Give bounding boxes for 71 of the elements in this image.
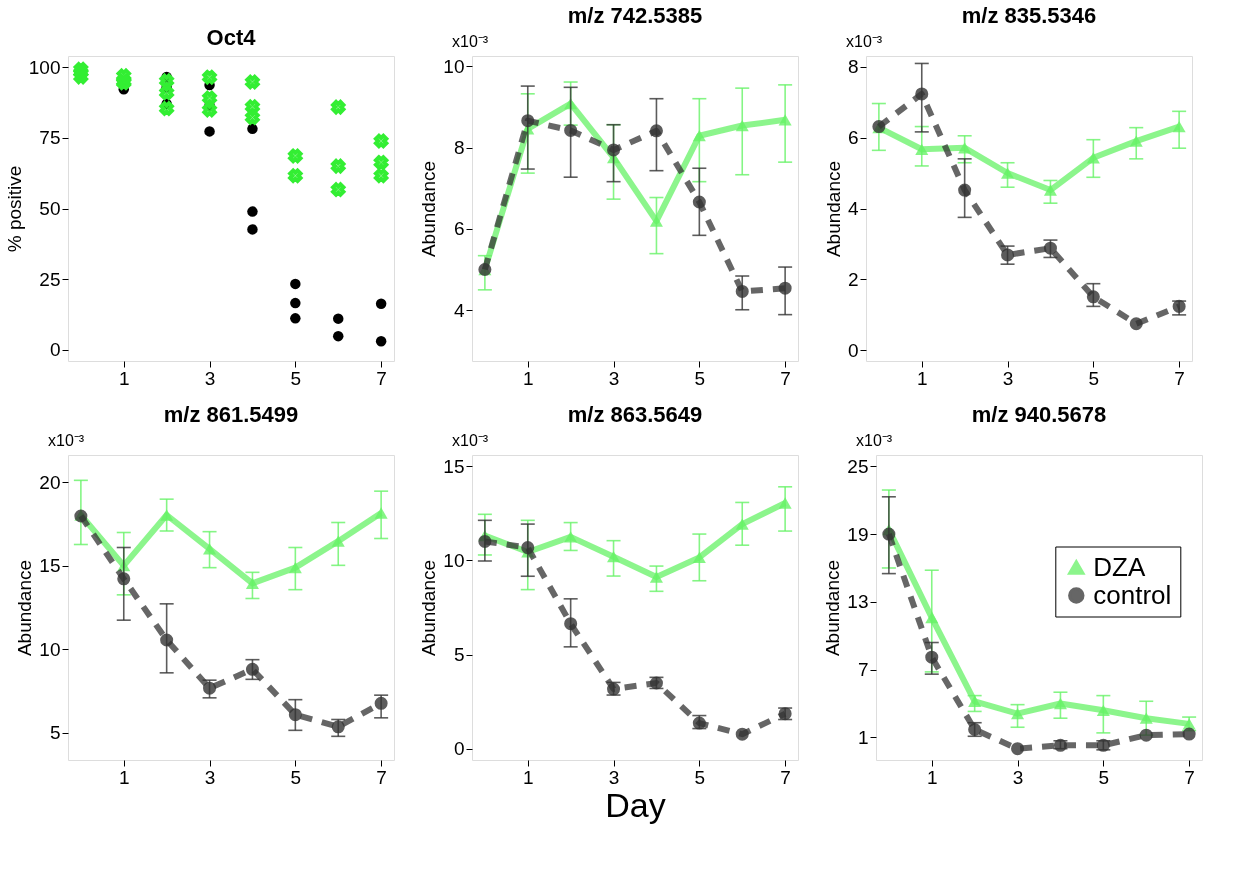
y-tick-label: 5 (49, 722, 61, 743)
y-tick-label: 8 (847, 56, 859, 78)
text: x10⁻³ (856, 432, 893, 449)
y-tick-label: 6 (453, 218, 465, 240)
x-tick-label: 3 (1002, 367, 1014, 389)
x-axis-title: Day (605, 785, 666, 824)
y-tick-label: 8 (453, 137, 465, 158)
chart-title: m/z 835.5346 (961, 3, 1097, 28)
y-tick-label: 25 (39, 268, 61, 290)
x-tick-label: 1 (926, 766, 938, 788)
x-tick-label: 5 (694, 367, 706, 389)
y-tick-label: 5 (453, 644, 465, 666)
y-tick-label: 20 (39, 472, 61, 493)
chart-title: m/z 742.5385 (567, 3, 703, 28)
y-tick-label: 7 (857, 659, 869, 681)
y-tick-label: 50 (39, 198, 61, 219)
x-tick-label: 7 (376, 766, 387, 788)
y-tick-label: 0 (49, 339, 61, 361)
y-tick-label: 4 (847, 198, 859, 219)
y-tick-label: 1 (857, 726, 869, 748)
chart-title: m/z 940.5678 (971, 402, 1107, 427)
x-tick-label: 3 (204, 766, 216, 788)
y-tick-label: 75 (39, 127, 61, 149)
x-tick-label: 3 (608, 367, 620, 389)
y-tick-label: 19 (847, 523, 869, 545)
y-tick-label: 2 (847, 268, 859, 290)
y-tick-label: 25 (847, 455, 869, 477)
x-tick-label: 1 (118, 367, 130, 389)
text: x10⁻³ (452, 432, 489, 449)
x-tick-label: 1 (522, 367, 534, 389)
y-tick-label: 0 (847, 339, 859, 361)
x-tick-label: 5 (1098, 766, 1110, 788)
y-tick-label: 13 (847, 591, 869, 613)
x-tick-label: 1 (522, 766, 534, 788)
text: x10⁻³ (846, 33, 883, 50)
y-tick-label: 10 (39, 638, 61, 660)
x-tick-label: 7 (376, 367, 387, 389)
x-tick-label: 7 (1184, 766, 1195, 788)
y-tick-label: 15 (39, 555, 61, 577)
x-tick-label: 1 (118, 766, 130, 788)
x-tick-label: 7 (1174, 367, 1185, 389)
x-tick-label: 3 (1012, 766, 1024, 788)
y-tick-label: 6 (847, 127, 859, 149)
x-tick-label: 5 (290, 367, 302, 389)
y-axis-title: % positive (3, 165, 25, 253)
x-tick-label: 1 (916, 367, 928, 389)
x-tick-label: 5 (1088, 367, 1100, 389)
y-tick-label: 10 (443, 55, 465, 77)
legend-label: DZA (1093, 551, 1146, 582)
y-tick-label: 15 (443, 455, 465, 477)
y-tick-label: 10 (443, 549, 465, 571)
x-tick-label: 3 (204, 367, 216, 389)
y-axis-title: Abundance (14, 559, 36, 657)
x-tick-label: 7 (780, 367, 791, 389)
x-tick-label: 7 (780, 766, 791, 788)
y-tick-label: 0 (453, 738, 465, 760)
x-tick-label: 3 (608, 766, 620, 788)
y-tick-label: 4 (453, 299, 465, 321)
y-axis-title: Abundance (418, 160, 440, 258)
y-axis-title: Abundance (822, 559, 844, 657)
x-tick-label: 5 (694, 766, 706, 788)
chart-title: Oct4 (206, 25, 257, 50)
chart-title: m/z 863.5649 (567, 402, 703, 427)
x-tick-label: 5 (290, 766, 302, 788)
chart-title: m/z 861.5499 (163, 402, 299, 427)
y-tick-label: 100 (28, 56, 61, 78)
text: x10⁻³ (452, 33, 489, 50)
y-axis-title: Abundance (418, 559, 440, 657)
y-axis-title: Abundance (822, 160, 844, 258)
legend-label: control (1093, 579, 1172, 610)
text: x10⁻³ (48, 432, 85, 449)
